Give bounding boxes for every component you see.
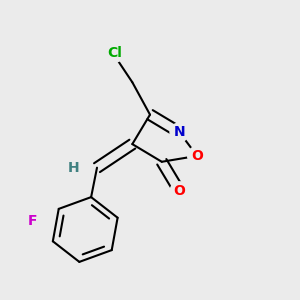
Text: N: N (174, 125, 185, 139)
Text: O: O (173, 184, 185, 198)
Text: F: F (28, 214, 37, 228)
Text: H: H (68, 161, 79, 175)
Text: Cl: Cl (107, 46, 122, 60)
Circle shape (170, 182, 189, 201)
Circle shape (23, 211, 42, 230)
Circle shape (64, 158, 83, 177)
Text: O: O (191, 149, 203, 163)
Circle shape (170, 123, 189, 142)
Circle shape (105, 44, 124, 62)
Circle shape (188, 146, 206, 165)
